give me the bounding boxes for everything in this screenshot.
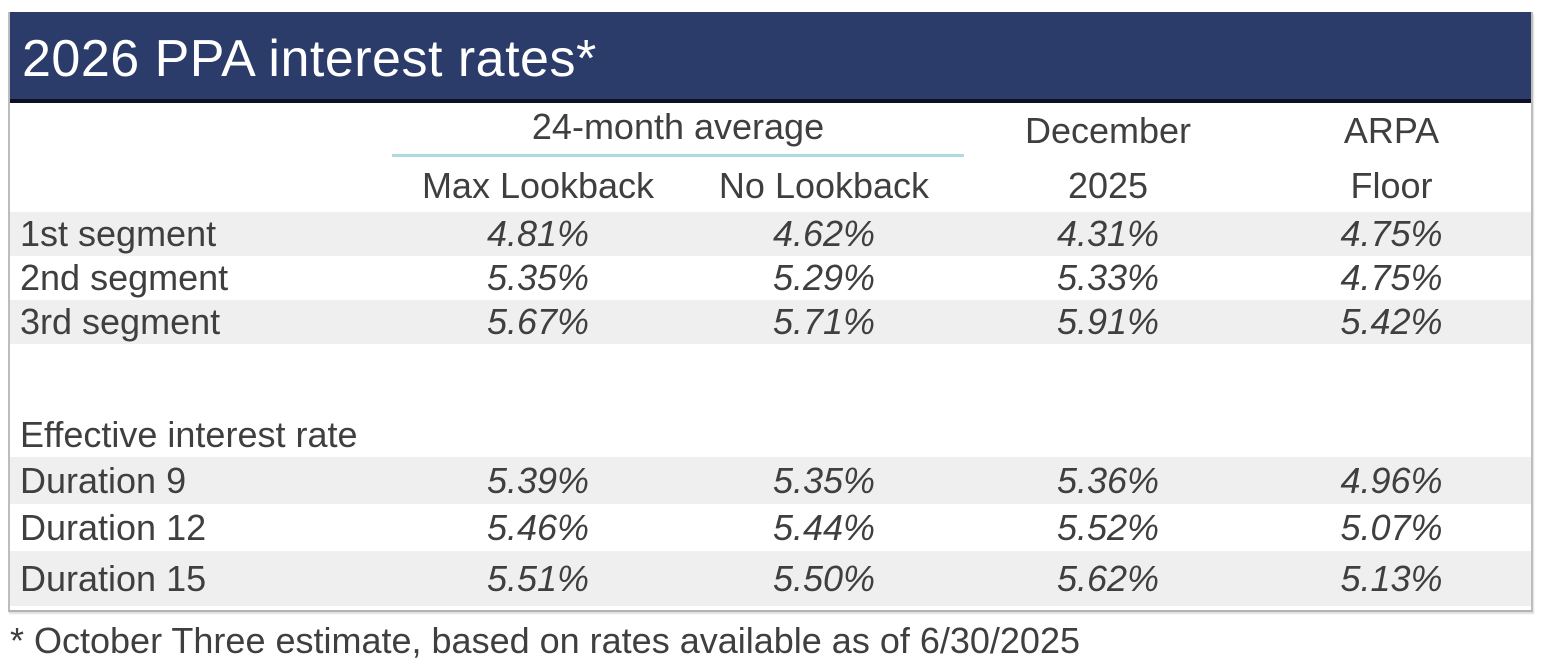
cell-value: 5.07%: [1340, 506, 1443, 548]
table-row-3rd-segment: 3rd segment 5.67% 5.71% 5.91% 5.42%: [10, 300, 1531, 344]
cell-value: 5.50%: [772, 557, 876, 599]
section-label: Effective interest rate: [20, 413, 358, 455]
table-row-duration-15: Duration 15 5.51% 5.50% 5.62% 5.13%: [10, 551, 1531, 606]
cell-value: 4.75%: [1340, 257, 1443, 298]
header-no-lookback: No Lookback: [718, 164, 930, 206]
header-row-columns: Max Lookback No Lookback 2025 Floor: [10, 159, 1531, 212]
header-december: December: [1024, 110, 1192, 151]
cell-value: 5.35%: [486, 257, 590, 298]
ppa-rates-table: 2026 PPA interest rates* 24-month averag…: [8, 12, 1533, 612]
header-max-lookback: Max Lookback: [421, 164, 655, 206]
row-label: 3rd segment: [20, 301, 221, 342]
cell-value: 5.13%: [1340, 557, 1443, 599]
page-title: 2026 PPA interest rates*: [22, 29, 597, 88]
cell-value: 5.44%: [772, 506, 876, 548]
cell-value: 5.71%: [772, 301, 876, 342]
header-group-24-month-average: 24-month average: [392, 106, 964, 157]
cell-value: 5.91%: [1056, 301, 1160, 342]
cell-value: 4.81%: [486, 213, 590, 254]
cell-value: 5.52%: [1056, 506, 1160, 548]
table-row-2nd-segment: 2nd segment 5.35% 5.29% 5.33% 4.75%: [10, 256, 1531, 300]
cell-value: 5.67%: [486, 301, 590, 342]
cell-value: 5.51%: [486, 557, 590, 599]
cell-value: 5.33%: [1056, 257, 1160, 298]
cell-value: 5.42%: [1340, 301, 1443, 342]
cell-value: 4.31%: [1056, 213, 1160, 254]
title-bar: 2026 PPA interest rates*: [10, 12, 1531, 103]
header-floor: Floor: [1350, 164, 1433, 206]
cell-value: 5.36%: [1056, 459, 1160, 501]
header-arpa: ARPA: [1343, 110, 1440, 151]
cell-value: 4.62%: [772, 213, 876, 254]
table-row-duration-9: Duration 9 5.39% 5.35% 5.36% 4.96%: [10, 457, 1531, 504]
cell-value: 5.39%: [486, 459, 590, 501]
spacer-row: [10, 344, 1531, 412]
cell-value: 5.46%: [486, 506, 590, 548]
row-label: 1st segment: [20, 213, 217, 254]
row-label: Duration 9: [20, 459, 187, 501]
cell-value: 5.29%: [772, 257, 876, 298]
cell-value: 4.75%: [1340, 213, 1443, 254]
header-2025: 2025: [1067, 164, 1149, 206]
row-label: 2nd segment: [20, 257, 229, 298]
row-label: Duration 15: [20, 557, 207, 599]
header-row-group: 24-month average December ARPA: [10, 103, 1531, 159]
row-label: Duration 12: [20, 506, 207, 548]
table-row-effective-interest-rate: Effective interest rate: [10, 412, 1531, 457]
cell-value: 5.62%: [1056, 557, 1160, 599]
cell-value: 4.96%: [1340, 459, 1443, 501]
table-row-duration-12: Duration 12 5.46% 5.44% 5.52% 5.07%: [10, 504, 1531, 551]
table-row-1st-segment: 1st segment 4.81% 4.62% 4.31% 4.75%: [10, 212, 1531, 256]
footnote: * October Three estimate, based on rates…: [10, 620, 1080, 661]
cell-value: 5.35%: [772, 459, 876, 501]
